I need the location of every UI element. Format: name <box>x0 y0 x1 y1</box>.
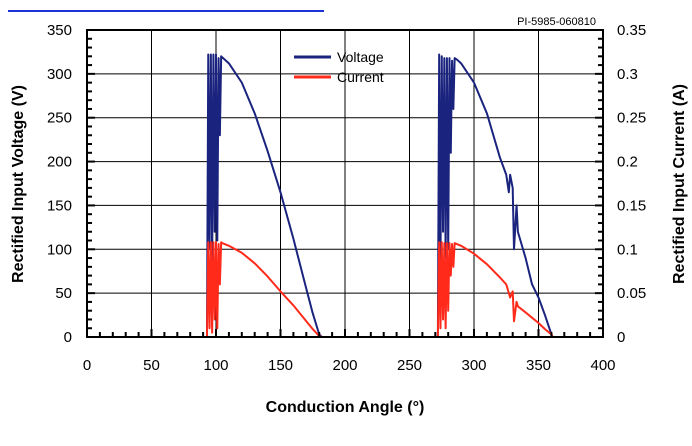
y-left-tick-label: 250 <box>47 110 72 127</box>
x-tick-label: 400 <box>590 357 615 374</box>
x-tick-label: 350 <box>526 357 551 374</box>
x-tick-labels: 0 50 100 150 200 250 300 350 400 <box>83 357 616 374</box>
x-tick-label: 50 <box>143 357 160 374</box>
y-right-tick-label: 0.35 <box>617 22 646 39</box>
y-left-tick-label: 0 <box>64 329 72 346</box>
figure-id: PI-5985-060810 <box>517 16 596 28</box>
current-series-line <box>87 241 603 338</box>
x-tick-label: 250 <box>397 357 422 374</box>
x-axis-title: Conduction Angle (°) <box>266 399 425 416</box>
y-left-tick-label: 150 <box>47 197 72 214</box>
y-right-tick-label: 0.05 <box>617 285 646 302</box>
legend-voltage-label: Voltage <box>337 49 384 65</box>
y-left-tick-label: 50 <box>55 285 72 302</box>
x-tick-label: 100 <box>203 357 228 374</box>
y-left-tick-label: 200 <box>47 154 72 171</box>
voltage-series-line <box>87 53 603 338</box>
y-right-tick-labels: 0 0.05 0.1 0.15 0.2 0.25 0.3 0.35 <box>617 22 646 346</box>
y-right-tick-label: 0.1 <box>617 241 638 258</box>
hyperlink-underline <box>8 0 324 12</box>
y-left-tick-label: 100 <box>47 241 72 258</box>
x-tick-label: 300 <box>461 357 486 374</box>
x-tick-label: 200 <box>332 357 357 374</box>
plot-series <box>87 53 603 338</box>
legend-current-label: Current <box>337 69 384 85</box>
y-right-tick-label: 0.15 <box>617 197 646 214</box>
y-left-tick-label: 350 <box>47 22 72 39</box>
y-right-tick-label: 0.3 <box>617 66 638 83</box>
x-tick-label: 150 <box>268 357 293 374</box>
y-right-tick-label: 0.25 <box>617 110 646 127</box>
y-axis-left-title: Rectified Input Voltage (V) <box>10 85 27 283</box>
x-tick-label: 0 <box>83 357 91 374</box>
y-right-tick-label: 0.2 <box>617 154 638 171</box>
y-axis-right-title: Rectified Input Current (A) <box>671 84 688 284</box>
tick-marks <box>86 29 604 338</box>
y-right-tick-label: 0 <box>617 329 625 346</box>
y-left-tick-label: 300 <box>47 66 72 83</box>
legend: Voltage Current <box>294 49 384 85</box>
y-left-tick-labels: 0 50 100 150 200 250 300 350 <box>47 22 72 346</box>
